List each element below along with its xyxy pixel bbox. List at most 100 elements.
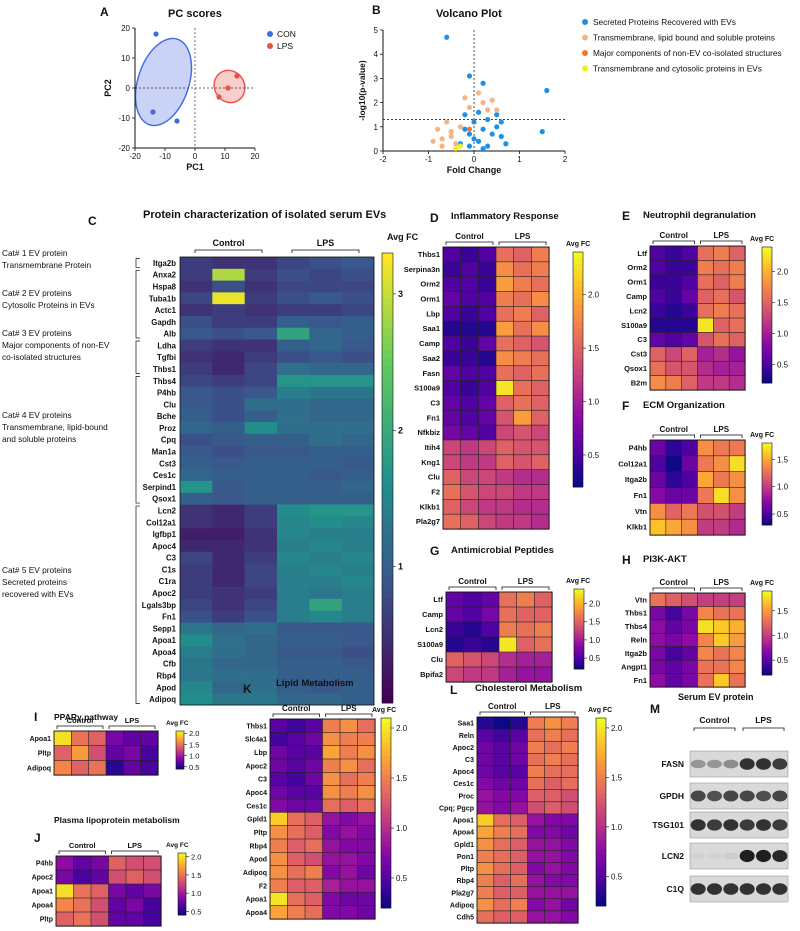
heatmap-c-row-label: Cfb [163, 660, 176, 669]
heatmap-c-cell [212, 433, 245, 446]
colorbar-h-step [762, 628, 772, 632]
heatmap-c-cell [244, 481, 278, 494]
heatmap-l-cell [493, 837, 512, 851]
heatmap-c-cell [180, 374, 213, 387]
colorbar-f-step [762, 498, 772, 501]
blot-band-c1q [739, 883, 755, 895]
heatmap-h-cell [665, 646, 683, 661]
heatmap-c-cell [277, 563, 310, 576]
heatmap-k-cell [269, 718, 289, 733]
heatmap-k-cell [287, 905, 306, 920]
colorbar-e-step [762, 328, 772, 333]
heatmap-g-cell [498, 666, 518, 683]
heatmap-k-cell [322, 892, 341, 907]
colorbar-f-title: Avg FC [750, 432, 774, 439]
colorbar-h-step [762, 641, 772, 644]
heatmap-l-cell [544, 898, 562, 912]
heatmap-e-cell [665, 288, 683, 305]
heatmap-c-cell [244, 386, 278, 399]
heatmap-c-cell [341, 657, 375, 670]
heatmap-l-cell [544, 849, 562, 864]
colorbar-i-step [176, 758, 184, 760]
heatmap-j-cell [90, 897, 110, 913]
heatmap-c-cell [212, 339, 245, 352]
colorbar-d-step [573, 334, 583, 341]
colorbar-k-step [381, 841, 391, 847]
colorbar-j-step [178, 894, 186, 897]
colorbar-c-step [382, 343, 393, 351]
colorbar-j-step [178, 863, 186, 866]
colorbar-k-step [381, 879, 391, 885]
heatmap-d-cell [513, 380, 532, 397]
colorbar-f-step [762, 488, 772, 491]
heatmap-c-cell [341, 292, 375, 305]
category-label-2: Cat# 2 EV proteins [2, 288, 72, 298]
heatmap-e-cell [665, 375, 683, 391]
heatmap-c-cell [277, 551, 310, 564]
heatmap-h-cell [665, 659, 683, 675]
colorbar-i-step [176, 746, 184, 748]
volcano-point-cat1 [475, 109, 482, 115]
colorbar-h-step [762, 593, 772, 596]
heatmap-e-cell [681, 245, 699, 261]
colorbar-d-step [573, 304, 583, 312]
heatmap-d-cell [478, 409, 497, 426]
heatmap-h-cell [713, 659, 730, 675]
category-bracket-2 [135, 269, 140, 339]
heatmap-e-cell [649, 245, 667, 261]
colorbar-e-step [762, 318, 772, 323]
colorbar-h-step [762, 624, 772, 628]
heatmap-c-cell [341, 681, 375, 694]
heatmap-l-cell [560, 837, 579, 851]
heatmap-h-cell [649, 673, 667, 688]
heatmap-e-cell [697, 317, 714, 333]
heatmap-l-cell [527, 837, 545, 851]
heatmap-h-cell [681, 632, 699, 648]
heatmap-k-cell [357, 825, 376, 840]
heatmap-e-row-label: Orm1 [627, 278, 647, 287]
heatmap-d-cell [442, 409, 462, 426]
heatmap-f-cell [681, 487, 699, 504]
blot-band-c1q [690, 883, 706, 895]
heatmap-h-cell [649, 619, 667, 634]
heatmap-c-row-label: Actc1 [155, 306, 177, 315]
heatmap-d-row-label: Itih4 [425, 443, 441, 452]
colorbar-k-step [381, 722, 391, 728]
heatmap-k-cell [304, 825, 324, 840]
heatmap-g-frame [445, 591, 553, 683]
colorbar-d-step [573, 363, 583, 370]
heatmap-k-cell [287, 718, 306, 733]
colorbar-f-step [762, 518, 772, 522]
colorbar-f-step [762, 484, 772, 487]
heatmap-k-cell [304, 732, 324, 747]
colorbar-f-step [762, 496, 772, 499]
heatmap-c-cell [309, 598, 342, 611]
colorbar-l-step [596, 779, 606, 785]
colorbar-c-step [382, 583, 393, 591]
colorbar-d-frame [572, 251, 584, 488]
colorbar-k-step [381, 765, 391, 771]
heatmap-c-cell [212, 669, 245, 682]
heatmap-c-cell [277, 610, 310, 623]
colorbar-j-step [178, 882, 186, 885]
colorbar-f-step [762, 520, 772, 524]
colorbar-c-step [382, 470, 393, 479]
heatmap-c-cell [212, 693, 245, 706]
colorbar-h-step [762, 616, 772, 619]
heatmap-l-cell [493, 886, 512, 900]
panel-c-title: Protein characterization of isolated ser… [143, 209, 386, 221]
colorbar-i-step [176, 757, 184, 759]
blot-band-c1q [772, 883, 788, 895]
colorbar-j-step [178, 853, 186, 855]
heatmap-l-cell [510, 849, 529, 864]
heatmap-c-cell [180, 351, 213, 364]
heatmap-f-row-label: Vtn [635, 507, 648, 516]
heatmap-e-cell [681, 346, 699, 362]
heatmap-g-cell [516, 651, 535, 668]
group-label-lps: LPS [518, 577, 534, 586]
colorbar-i-tick-label: 2.0 [189, 729, 199, 738]
volcano-point-cat2 [430, 138, 436, 144]
heatmap-c-cell [277, 280, 310, 293]
heatmap-d-cell [513, 335, 532, 352]
heatmap-f-cell [681, 518, 699, 536]
